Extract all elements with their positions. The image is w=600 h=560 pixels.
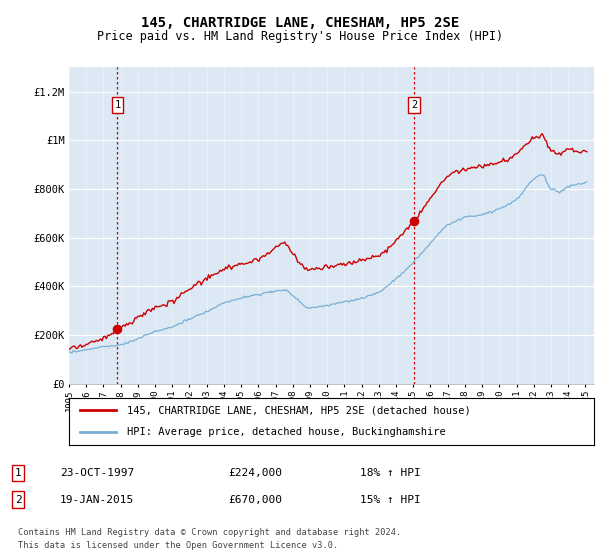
Text: 1: 1	[14, 468, 22, 478]
Text: 18% ↑ HPI: 18% ↑ HPI	[360, 468, 421, 478]
Text: 2: 2	[14, 494, 22, 505]
Text: HPI: Average price, detached house, Buckinghamshire: HPI: Average price, detached house, Buck…	[127, 427, 445, 437]
Text: £224,000: £224,000	[228, 468, 282, 478]
Point	[409, 216, 419, 225]
Text: 1: 1	[114, 100, 121, 110]
Text: 23-OCT-1997: 23-OCT-1997	[60, 468, 134, 478]
Text: This data is licensed under the Open Government Licence v3.0.: This data is licensed under the Open Gov…	[18, 541, 338, 550]
Text: Contains HM Land Registry data © Crown copyright and database right 2024.: Contains HM Land Registry data © Crown c…	[18, 528, 401, 536]
Text: 145, CHARTRIDGE LANE, CHESHAM, HP5 2SE (detached house): 145, CHARTRIDGE LANE, CHESHAM, HP5 2SE (…	[127, 405, 470, 416]
Text: 2: 2	[411, 100, 417, 110]
Text: 19-JAN-2015: 19-JAN-2015	[60, 494, 134, 505]
Text: 15% ↑ HPI: 15% ↑ HPI	[360, 494, 421, 505]
Text: Price paid vs. HM Land Registry's House Price Index (HPI): Price paid vs. HM Land Registry's House …	[97, 30, 503, 43]
Point	[113, 325, 122, 334]
Text: £670,000: £670,000	[228, 494, 282, 505]
Text: 145, CHARTRIDGE LANE, CHESHAM, HP5 2SE: 145, CHARTRIDGE LANE, CHESHAM, HP5 2SE	[141, 16, 459, 30]
